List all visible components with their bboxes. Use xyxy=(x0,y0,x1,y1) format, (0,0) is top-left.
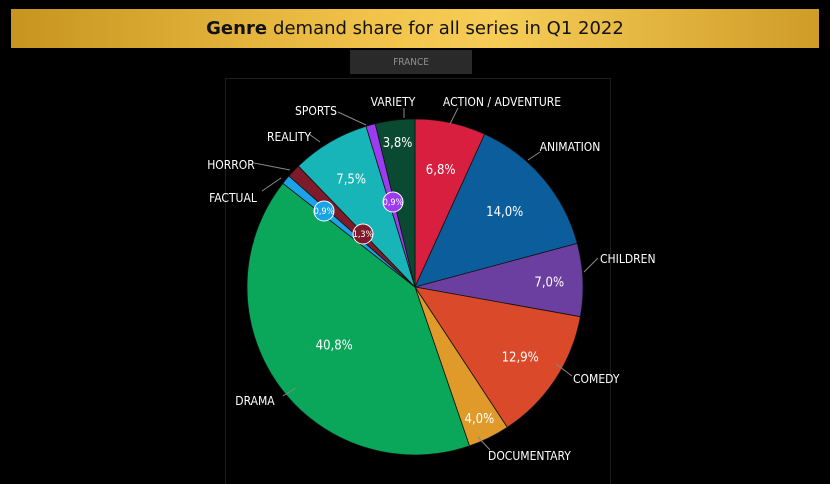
value-label-children: 7,0% xyxy=(534,275,564,290)
value-label-documentary: 4,0% xyxy=(465,412,495,427)
chart-subtitle: FRANCE xyxy=(350,50,472,74)
leader-line-horror xyxy=(253,162,291,171)
value-badge-horror xyxy=(352,223,374,245)
category-label-sports: SPORTS xyxy=(295,104,337,118)
value-label-action-adventure: 6,8% xyxy=(426,163,456,178)
leader-line-children xyxy=(583,257,599,273)
category-label-comedy: COMEDY xyxy=(573,372,620,386)
value-label-horror: 1,3% xyxy=(353,230,374,240)
value-label-animation: 14,0% xyxy=(486,205,523,220)
leader-line-animation xyxy=(527,151,541,161)
leader-line-sports xyxy=(337,111,367,126)
chart-title-rest: demand share for all series in Q1 2022 xyxy=(273,18,624,39)
category-label-documentary: DOCUMENTARY xyxy=(488,449,571,463)
value-badge-sports xyxy=(382,191,404,213)
category-label-children: CHILDREN xyxy=(600,252,656,266)
pie-slices xyxy=(246,118,584,456)
chart-title-strong: Genre xyxy=(206,18,268,39)
leader-line-documentary xyxy=(477,436,491,451)
leader-line-comedy xyxy=(555,363,573,377)
pie-labels: 6,8% ACTION / ADVENTURE 14,0% ANIMATION 7,0%… xyxy=(207,95,655,463)
value-label-sports: 0,9% xyxy=(383,198,404,208)
pie-slice-comedy xyxy=(414,286,581,428)
pie-slice-animation xyxy=(414,133,578,288)
category-label-drama: DRAMA xyxy=(235,394,275,408)
value-label-drama: 40,8% xyxy=(316,338,353,353)
category-label-action-adventure: ACTION / ADVENTURE xyxy=(443,95,561,109)
leader-line-action-adventure xyxy=(449,107,459,125)
leader-line-drama xyxy=(282,387,297,397)
value-label-factual: 0,9% xyxy=(314,207,335,217)
leader-line-reality xyxy=(308,133,321,143)
leader-line-factual xyxy=(261,177,282,192)
value-label-comedy: 12,9% xyxy=(502,350,539,365)
category-label-animation: ANIMATION xyxy=(540,140,601,154)
category-label-variety: VARIETY xyxy=(371,95,416,109)
chart-frame xyxy=(225,78,611,484)
pie-slice-drama xyxy=(246,182,470,456)
value-label-reality: 7,5% xyxy=(336,172,366,187)
value-badge-factual xyxy=(313,200,335,222)
value-label-variety: 3,8% xyxy=(383,136,413,151)
category-label-factual: FACTUAL xyxy=(209,191,257,205)
category-label-reality: REALITY xyxy=(267,130,311,144)
chart-title: Genre demand share for all series in Q1 … xyxy=(11,9,819,48)
category-label-horror: HORROR xyxy=(207,158,255,172)
